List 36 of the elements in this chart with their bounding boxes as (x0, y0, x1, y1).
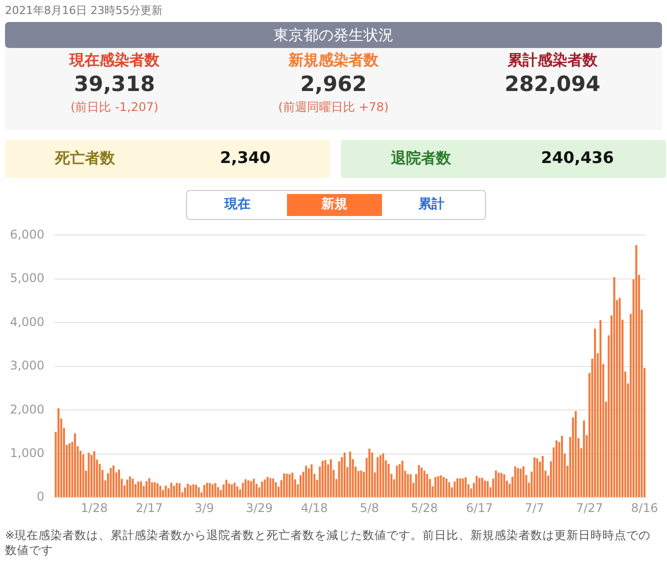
text: 2,962 (299, 72, 368, 96)
text: 2021年8月16日 23時55分更新 (5, 3, 162, 18)
text: 39,318 (72, 72, 156, 96)
x-tick-label: 5/28 (410, 500, 438, 515)
text: 新規 (287, 194, 382, 216)
text: 累計感染者数 (506, 51, 598, 70)
text: 累計 (418, 196, 446, 214)
text: (前週同曜日比 +78) (277, 99, 390, 116)
text: 240,436 (541, 148, 614, 167)
x-tick-label: 3/9 (194, 500, 214, 515)
y-tick-label: 4,000 (10, 314, 44, 329)
text: 現在感染者数 (68, 51, 160, 70)
x-tick-label: 1/28 (80, 500, 108, 515)
text: 死亡者数 (55, 149, 115, 168)
text: 282,094 (504, 72, 602, 96)
x-tick-label: 5/8 (360, 500, 380, 515)
text: 東京都の発生状況 (5, 22, 662, 48)
text: ※現在感染者数は、累計感染者数から退院者数と死亡者数を減じた数値です。前日比、新規感染者数は更新日時時点での数値です (5, 528, 652, 558)
x-tick-label: 8/16 (631, 500, 658, 515)
text: 退院者数 (391, 149, 451, 168)
x-tick-label: 6/17 (466, 500, 493, 515)
y-tick-label: 0 (36, 490, 44, 504)
x-tick-label: 7/27 (576, 500, 603, 515)
x-tick-label: 4/18 (300, 500, 328, 515)
text: 2,340 (220, 148, 271, 167)
text: 新規感染者数 (287, 51, 380, 70)
text: 現在 (223, 196, 252, 214)
y-tick-label: 1,000 (10, 446, 44, 460)
text: (前日比 -1,207) (70, 99, 160, 116)
x-tick-label: 7/7 (524, 500, 544, 515)
y-tick-label: 2,000 (10, 402, 44, 416)
y-tick-label: 3,000 (10, 358, 44, 373)
y-tick-label: 6,000 (10, 227, 44, 242)
y-tick-label: 5,000 (10, 271, 44, 286)
x-tick-label: 2/17 (136, 500, 163, 515)
x-tick-label: 3/29 (246, 500, 273, 515)
